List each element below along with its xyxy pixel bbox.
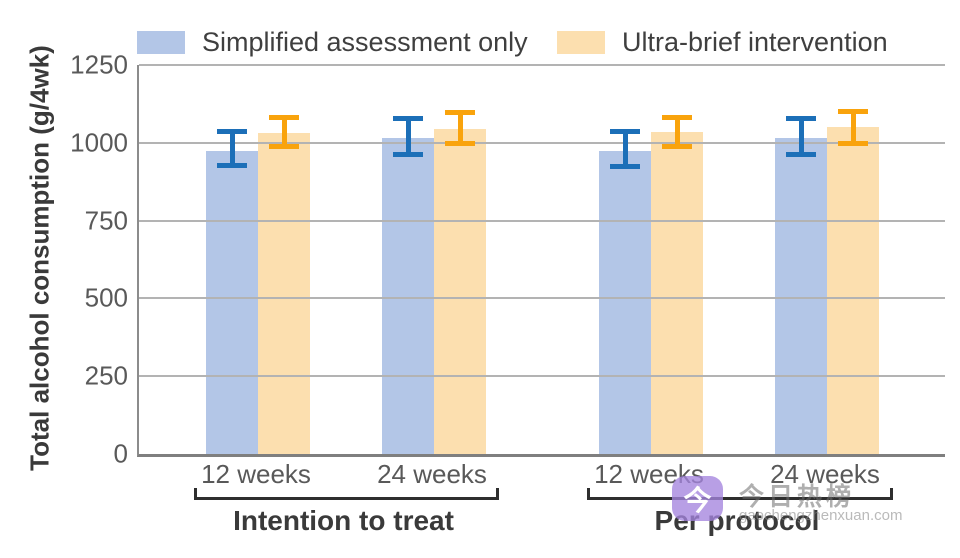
bar-series2-group2: [434, 128, 486, 454]
y-tick-label-250: 250: [84, 360, 128, 391]
legend-item-simplified: Simplified assessment only: [137, 27, 528, 58]
x-tick-label-group1: 12 weeks: [201, 459, 311, 489]
legend-swatch-orange: [557, 31, 605, 54]
error-bar-cap-top: [786, 116, 816, 122]
watermark-app-icon: 今: [672, 476, 723, 521]
gridline-1000: [139, 141, 945, 144]
legend-item-ultra-brief: Ultra-brief intervention: [557, 27, 888, 58]
error-bar-cap-bottom: [662, 144, 692, 150]
y-axis-label: Total alcohol consumption (g/4wk): [24, 45, 55, 471]
error-bar-cap-top: [393, 116, 423, 122]
bar-series1-group4: [775, 138, 827, 454]
error-bar-line: [457, 110, 463, 146]
watermark-title: 今日热榜: [739, 483, 856, 511]
plot-area: 0 250 500 750 1000 1250: [70, 50, 945, 469]
gridline-250: [139, 375, 945, 378]
error-bar-cap-bottom: [786, 151, 816, 157]
error-bar-cap-top: [269, 114, 299, 120]
group-bracket-2: [587, 488, 893, 500]
bar-series1-group2: [382, 138, 434, 454]
y-tick-label-1250: 1250: [70, 49, 128, 80]
gridline-500: [139, 297, 945, 300]
gridline-1250: [139, 64, 945, 66]
y-tick-label-500: 500: [84, 282, 128, 313]
error-bar-line: [281, 114, 287, 149]
y-tick-label-0: 0: [113, 438, 128, 469]
bar-series1-group1: [206, 150, 258, 454]
error-bar-cap-top: [662, 114, 692, 120]
bar-series1-group3: [599, 150, 651, 454]
error-bar-cap-top: [610, 128, 640, 134]
error-bar-cap-bottom: [445, 140, 475, 146]
watermark-url: gaochengzhenxuan.com: [739, 507, 903, 524]
bar-series2-group1: [258, 133, 310, 454]
error-bar-cap-bottom: [393, 151, 423, 157]
x-tick-label-group4: 24 weeks: [770, 459, 880, 489]
error-bar-cap-top: [838, 108, 868, 114]
x-tick-label-group2: 24 weeks: [377, 459, 487, 489]
group-label-1: Intention to treat: [233, 505, 454, 536]
error-bar-line: [229, 128, 235, 168]
error-bar-cap-bottom: [610, 164, 640, 170]
y-tick-label-1000: 1000: [70, 127, 128, 158]
error-bar-line: [798, 116, 804, 157]
error-bar-cap-bottom: [838, 140, 868, 146]
legend-label-simplified: Simplified assessment only: [202, 27, 528, 57]
bar-series2-group3: [651, 131, 703, 454]
error-bar-line: [405, 116, 411, 157]
error-bar-line: [850, 108, 856, 146]
y-tick-label-750: 750: [84, 205, 128, 236]
watermark-icon-glyph: 今: [683, 484, 712, 516]
legend-swatch-blue: [137, 31, 185, 54]
error-bar-cap-bottom: [269, 144, 299, 150]
error-bar-cap-top: [445, 110, 475, 116]
legend-label-ultra-brief: Ultra-brief intervention: [622, 27, 888, 57]
error-bar-cap-bottom: [217, 162, 247, 168]
error-bar-cap-top: [217, 128, 247, 134]
error-bar-line: [674, 114, 680, 149]
bar-series2-group4: [827, 127, 879, 454]
gridline-750: [139, 219, 945, 222]
group-bracket-1: [194, 488, 499, 500]
error-bar-line: [622, 128, 628, 170]
